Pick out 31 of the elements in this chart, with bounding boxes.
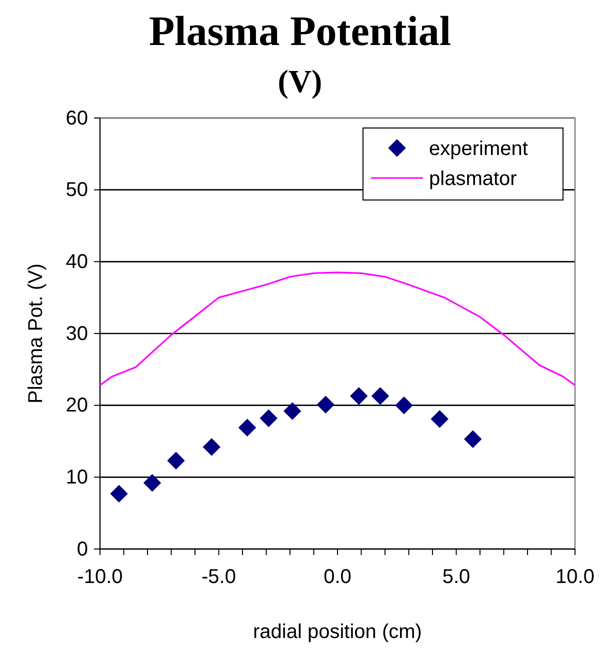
point [143, 474, 162, 492]
point [395, 396, 413, 414]
point [464, 430, 482, 448]
x-tick-label: -10.0 [77, 566, 123, 588]
legend-label: plasmator [429, 168, 518, 190]
x-tick-label: -5.0 [202, 566, 236, 588]
y-tick-label: 40 [66, 251, 88, 274]
point [238, 418, 256, 436]
point [430, 410, 448, 428]
y-tick-label: 20 [66, 394, 88, 417]
y-tick-label: 50 [66, 179, 88, 202]
point [167, 452, 185, 470]
point [284, 402, 302, 420]
point [371, 387, 390, 405]
x-tick-label: 0.0 [324, 566, 352, 588]
legend-label: experiment [429, 138, 528, 160]
x-tick-label: 10.0 [556, 566, 594, 588]
point [110, 484, 128, 503]
y-tick-label: 30 [66, 322, 88, 345]
x-tick-label: 5.0 [442, 566, 470, 588]
chart-subtitle: (V) [278, 63, 322, 99]
y-tick-label: 60 [66, 107, 88, 130]
point [350, 387, 368, 405]
point [202, 438, 220, 456]
point [260, 409, 278, 428]
chart-title: Plasma Potential [148, 9, 452, 55]
y-tick-label: 10 [66, 466, 88, 489]
x-axis-title: radial position (cm) [253, 621, 422, 643]
y-axis-title: Plasma Pot. (V) [25, 263, 47, 404]
point [316, 396, 334, 414]
y-tick-label: 0 [76, 538, 88, 560]
